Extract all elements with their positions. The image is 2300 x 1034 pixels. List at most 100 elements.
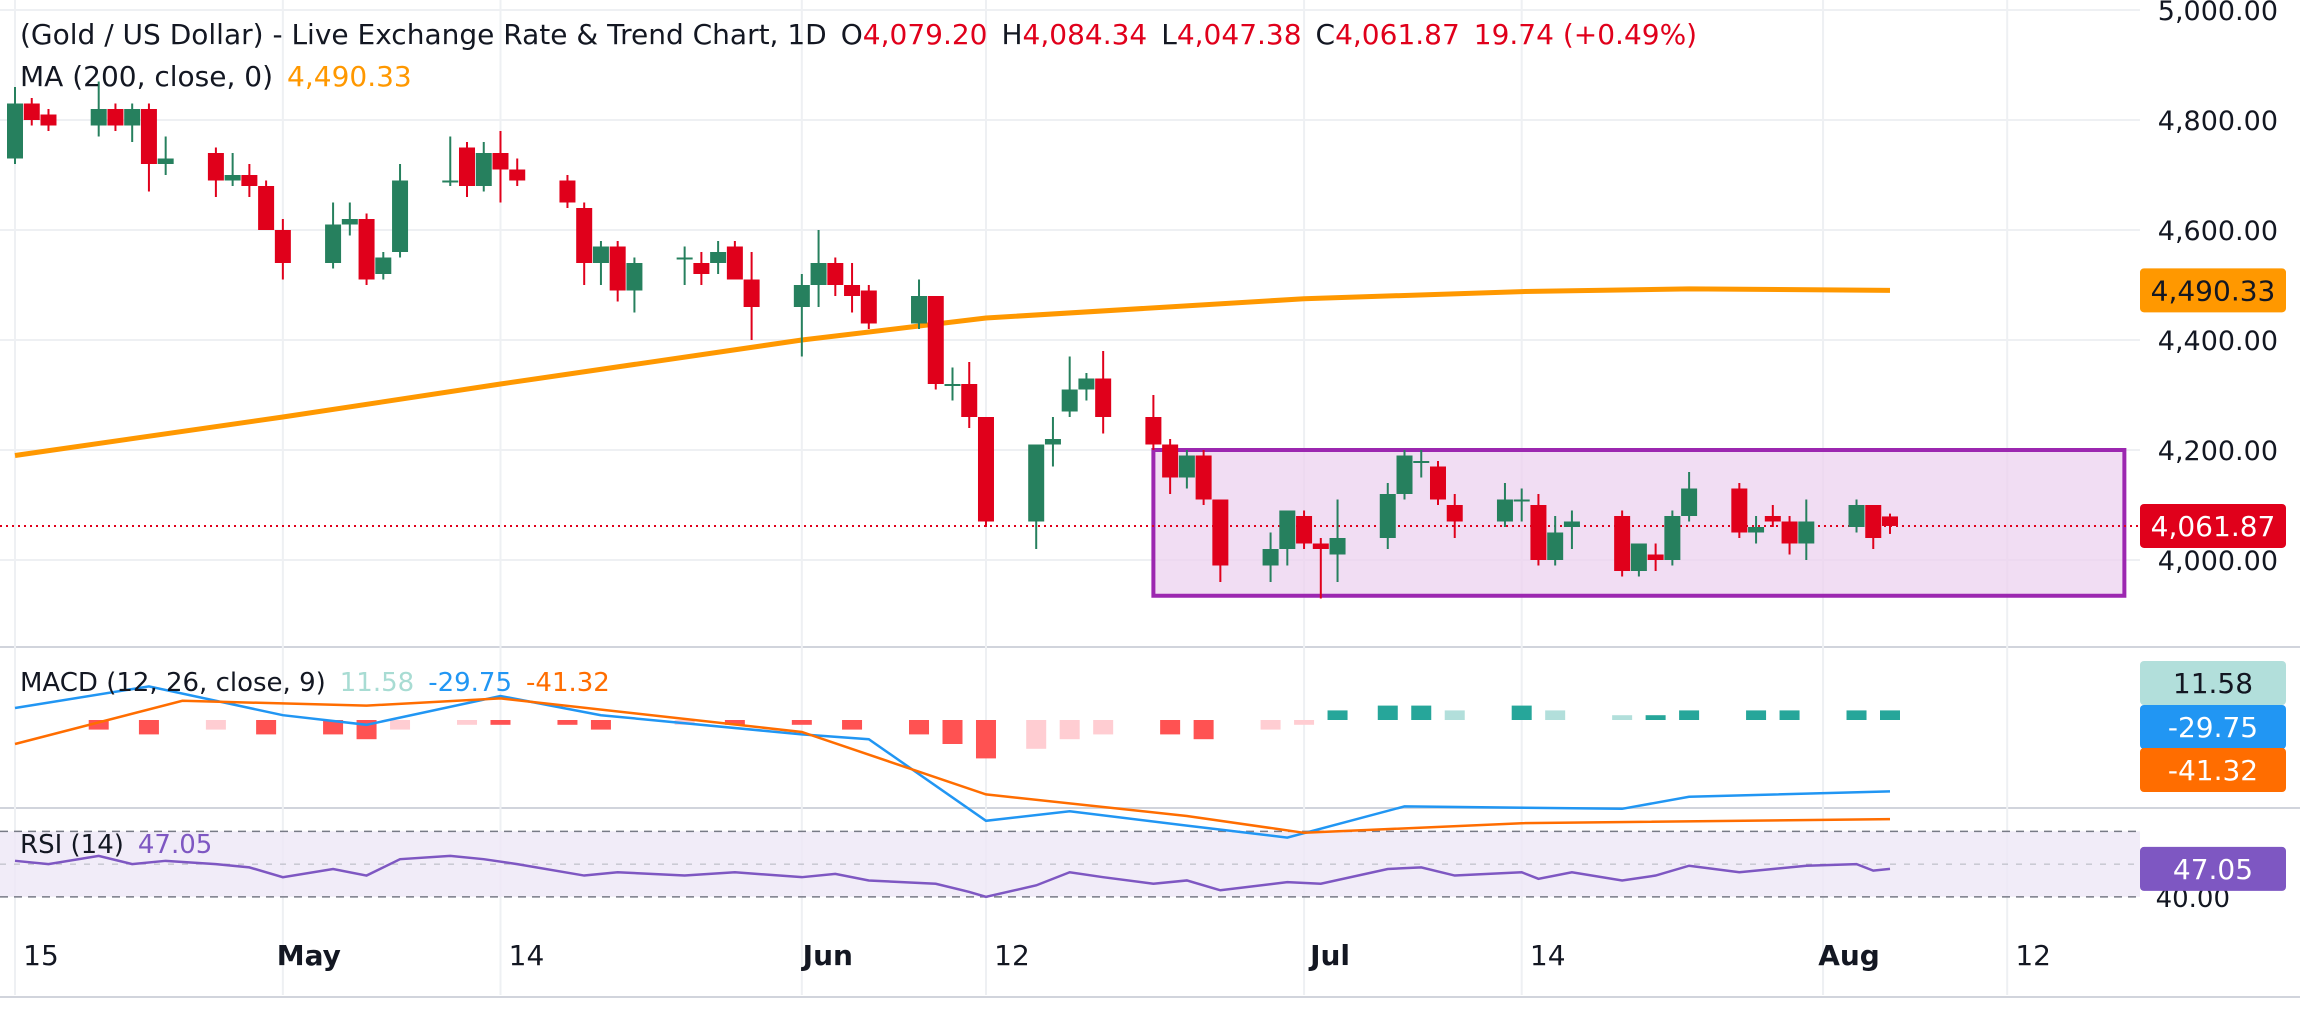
candle: [1312, 538, 1329, 599]
candle-body: [157, 158, 174, 164]
candle: [90, 81, 107, 137]
macd-hist-bar: [1377, 705, 1398, 720]
candle: [1563, 510, 1580, 549]
candle: [1848, 499, 1865, 533]
candle: [626, 257, 643, 313]
candle: [609, 241, 626, 302]
ma200-layer: [14, 286, 1891, 458]
candle: [459, 142, 476, 197]
candle-body: [1446, 505, 1463, 522]
consolidation-box-layer[interactable]: [0, 448, 2140, 598]
time-tick-label: Jun: [801, 939, 853, 972]
candle: [107, 103, 124, 131]
macd-hist-bar: [842, 720, 863, 730]
rsi-legend-label: RSI (14): [20, 830, 124, 860]
candle: [1530, 494, 1547, 566]
candle-body: [1513, 499, 1530, 502]
candle: [40, 109, 57, 131]
signal-line-badge-bg: [2140, 748, 2286, 792]
candle: [1095, 351, 1112, 434]
ma-legend[interactable]: MA (200, close, 0) 4,490.33: [20, 60, 412, 93]
high-label: H: [1001, 18, 1023, 51]
candle: [1429, 461, 1446, 505]
macd-legend[interactable]: MACD (12, 26, close, 9) 11.58 -29.75 -41.32: [20, 668, 610, 698]
candle-body: [961, 384, 978, 417]
candle: [710, 241, 727, 274]
macd-line-badge-bg: [2140, 705, 2286, 749]
rsi-legend[interactable]: RSI (14) 47.05: [20, 830, 212, 860]
time-tick-label: 15: [23, 939, 59, 972]
candle-body: [325, 224, 342, 263]
price-badges-layer: 4,490.33 4,061.87 11.58 -29.75 -41.32 47.05: [2140, 268, 2286, 891]
macd-hist-bar: [1645, 715, 1666, 720]
macd-hist-bar: [1294, 720, 1315, 725]
rsi-badge-text: 47.05: [2173, 853, 2253, 886]
candle: [592, 241, 609, 285]
time-tick-label: May: [277, 939, 341, 972]
macd-hist-badge: 11.58: [2140, 661, 2286, 705]
candle-body: [944, 384, 961, 386]
candle: [1547, 516, 1564, 566]
candle-body: [140, 109, 157, 164]
candle: [1798, 499, 1815, 560]
candle: [1781, 516, 1798, 555]
ma-legend-value: 4,490.33: [287, 60, 412, 93]
time-tick-label: 12: [994, 939, 1030, 972]
candle-body: [1781, 521, 1798, 544]
candle-body: [559, 180, 576, 203]
candle-body: [1865, 505, 1882, 538]
candle-body: [810, 263, 827, 285]
macd-hist-bar: [1026, 720, 1047, 749]
candle-body: [1630, 543, 1647, 571]
rsi-badge-bg: [2140, 846, 2286, 891]
candle: [341, 202, 358, 236]
last-price-badge-bg: [2140, 503, 2286, 548]
candle-body: [1681, 488, 1698, 516]
macd-hist-bar: [1160, 720, 1181, 735]
candle: [961, 362, 978, 428]
macd-hist-bar: [1746, 710, 1767, 720]
candle: [793, 274, 810, 357]
candle-body: [475, 153, 492, 186]
candle-body: [1329, 538, 1346, 555]
candle-body: [1044, 439, 1061, 445]
low-value: 4,047.38: [1176, 18, 1302, 51]
candle-body: [1848, 505, 1865, 527]
macd-hist-bar: [942, 720, 963, 744]
candle: [207, 147, 224, 197]
candle-body: [207, 153, 224, 181]
macd-hist-bar: [457, 720, 478, 725]
macd-hist-bar: [490, 720, 511, 725]
candle-body: [609, 246, 626, 291]
candle-body: [124, 109, 141, 126]
candle-body: [1547, 532, 1564, 560]
candle-body: [241, 175, 258, 186]
symbol-title: (Gold / US Dollar) - Live Exchange Rate …: [20, 18, 827, 51]
macd-hist-bar: [791, 720, 812, 725]
macd-hist-bar: [1444, 710, 1465, 720]
candle: [1078, 373, 1095, 401]
candle-body: [1178, 455, 1195, 478]
macd-hist-bar: [1545, 710, 1566, 720]
macd-hist-bar: [1260, 720, 1281, 730]
candle: [1061, 356, 1078, 417]
candle-body: [1195, 455, 1212, 500]
ma-legend-label: MA (200, close, 0): [20, 60, 274, 93]
candle-body: [1882, 516, 1898, 526]
macd-hist-bar: [557, 720, 578, 725]
candle: [726, 241, 743, 280]
time-tick-label: 12: [2015, 939, 2051, 972]
candle: [1446, 494, 1463, 538]
candle: [1028, 444, 1045, 549]
candle-body: [710, 252, 727, 263]
candle: [140, 103, 157, 192]
macd-legend-macd: -29.75: [428, 668, 513, 698]
candle: [810, 230, 827, 307]
candle: [224, 153, 241, 186]
candle: [1513, 488, 1530, 522]
candle-body: [1095, 378, 1112, 417]
candle: [23, 98, 40, 126]
candle: [1396, 450, 1413, 500]
